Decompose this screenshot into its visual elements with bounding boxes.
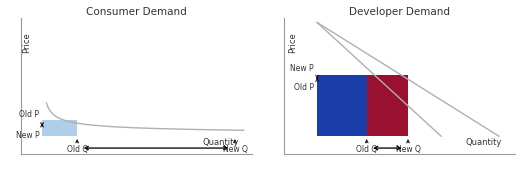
Bar [42,120,77,136]
Title: Developer Demand: Developer Demand [349,7,450,17]
Text: Old P: Old P [294,83,314,92]
Text: Price: Price [22,32,31,53]
Text: New P: New P [290,64,314,73]
Text: Old Q: Old Q [66,145,88,154]
Text: Old Q: Old Q [356,145,377,154]
Bar [367,75,408,136]
Text: Quantity: Quantity [202,138,238,147]
Text: Price: Price [288,32,297,53]
Text: Quantity: Quantity [466,138,502,147]
Text: Old P: Old P [19,110,39,119]
Text: New Q: New Q [222,145,247,154]
Bar [317,75,367,136]
Title: Consumer Demand: Consumer Demand [86,7,187,17]
Text: New Q: New Q [396,145,420,154]
Text: New P: New P [16,131,39,140]
